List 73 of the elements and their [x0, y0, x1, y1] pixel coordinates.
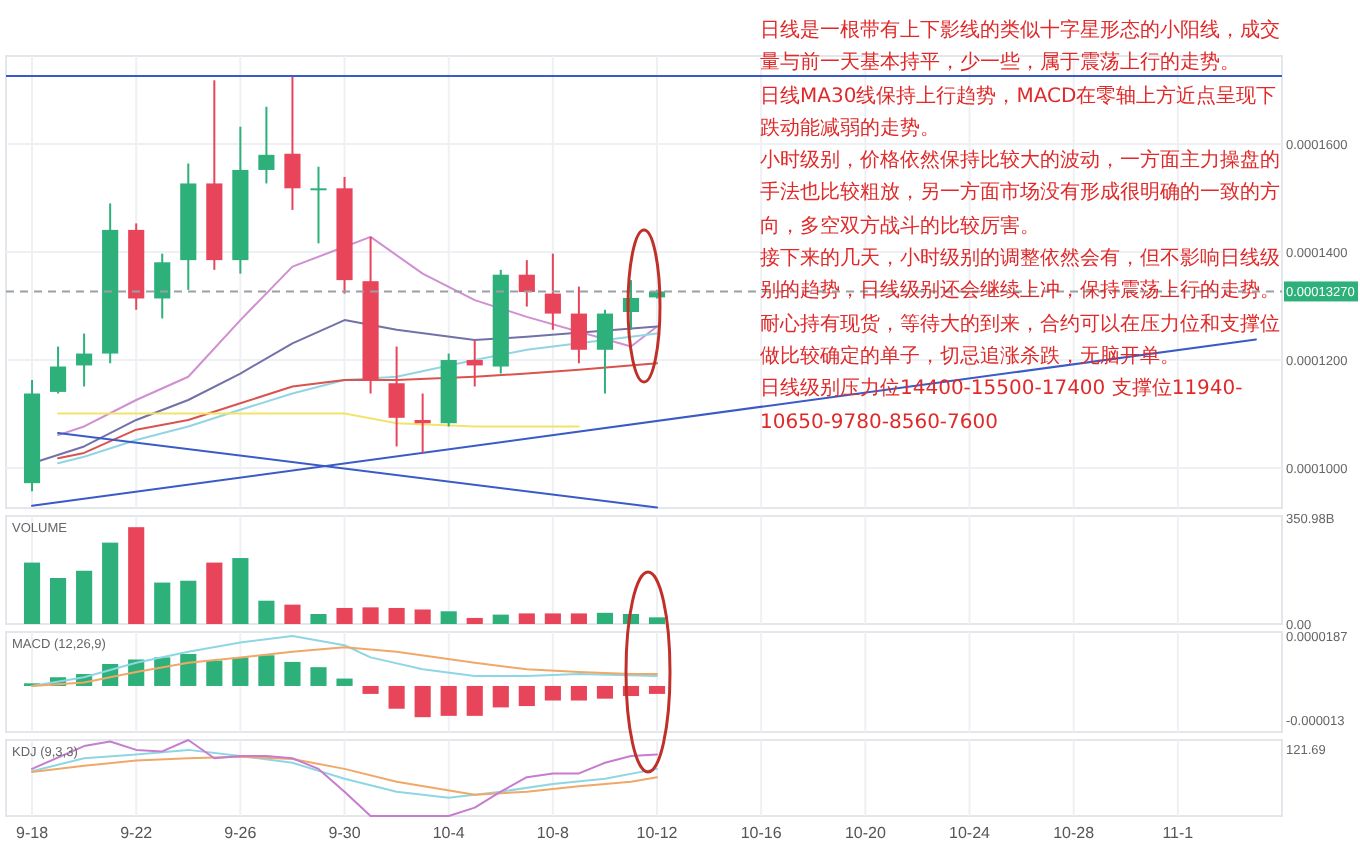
- candlestick: [76, 332, 93, 388]
- annotation: 日线MA30线保持上行趋势，MACD在零轴上方近点呈现下跌动能减弱的走势。: [760, 83, 1279, 144]
- x-tick-label: 10-28: [1053, 824, 1096, 842]
- bar: [102, 542, 119, 624]
- bar: [440, 685, 457, 716]
- bar: [648, 685, 666, 694]
- candlestick: [284, 74, 301, 211]
- bar: [23, 562, 41, 624]
- bar: [362, 685, 379, 694]
- bar: [336, 607, 353, 624]
- x-tick-label: 10-24: [949, 824, 992, 842]
- line-series: [57, 362, 659, 460]
- candlestick: [414, 392, 431, 454]
- bar: [492, 614, 509, 624]
- bar: [518, 613, 535, 624]
- bar: [180, 653, 197, 686]
- bar: [310, 667, 327, 686]
- candlestick: [596, 308, 614, 395]
- bar: [648, 617, 666, 624]
- candlestick: [388, 345, 405, 448]
- bar: [206, 660, 223, 686]
- bar: [154, 582, 171, 624]
- bar: [310, 614, 327, 624]
- bar: [388, 685, 405, 709]
- bar: [466, 617, 483, 624]
- bar: [232, 558, 249, 624]
- annotation: 接下来的几天，小时级别的调整依然会有，但不影响日线级别的趋势，日线级别还会继续上冲，保持震荡上行的走势。: [760, 245, 1282, 307]
- candlestick: [570, 285, 587, 365]
- bar: [544, 685, 561, 701]
- bar: [388, 607, 405, 624]
- bar: [258, 655, 275, 686]
- bar: [440, 611, 457, 624]
- x-tick-label: 10-16: [740, 824, 783, 842]
- bar: [232, 657, 249, 686]
- bar: [258, 600, 275, 624]
- bar: [492, 685, 509, 708]
- bar: [180, 580, 197, 624]
- bar: [544, 613, 561, 624]
- bar: [596, 612, 614, 624]
- x-tick-label: 10-8: [536, 824, 570, 842]
- line-series: [57, 235, 659, 437]
- annotation: 日线是一根带有上下影线的类似十字星形态的小阳线，成交量与前一天基本持平，少一些，属于震荡上行的走势。: [760, 17, 1282, 79]
- bar: [466, 685, 483, 716]
- x-tick-label: 9-18: [16, 824, 50, 842]
- x-tick-label: 9-26: [224, 824, 258, 842]
- bar: [596, 685, 614, 699]
- x-tick-label: 9-22: [120, 824, 154, 842]
- candlestick: [544, 252, 561, 331]
- bar: [336, 678, 353, 686]
- x-tick-label: 10-20: [844, 824, 887, 842]
- bar: [570, 685, 587, 701]
- x-tick-label: 10-4: [432, 824, 466, 842]
- candlestick: [518, 259, 535, 308]
- bar: [414, 609, 431, 624]
- candlestick: [154, 252, 171, 320]
- bar: [284, 604, 301, 624]
- bar: [50, 578, 67, 624]
- candlestick: [466, 339, 483, 388]
- bar: [362, 607, 379, 624]
- bar: [570, 613, 587, 624]
- bar: [76, 570, 93, 624]
- x-tick-label: 11-1: [1162, 824, 1195, 842]
- bar: [128, 527, 145, 624]
- candlestick: [258, 105, 275, 185]
- annotation: 小时级别，价格依然保持比较大的波动，一方面主力操盘的手法也比较粗放，另一方面市场没有形成很明确的一致的方向，多空双方战斗的比较厉害。: [760, 147, 1282, 242]
- candlestick: [310, 165, 327, 245]
- bar: [284, 661, 301, 686]
- bar: [518, 685, 535, 707]
- bar: [206, 562, 223, 624]
- x-tick-label: 10-12: [636, 824, 679, 842]
- bar: [414, 685, 431, 718]
- x-tick-label: 9-30: [328, 824, 362, 842]
- candlestick: [50, 345, 67, 395]
